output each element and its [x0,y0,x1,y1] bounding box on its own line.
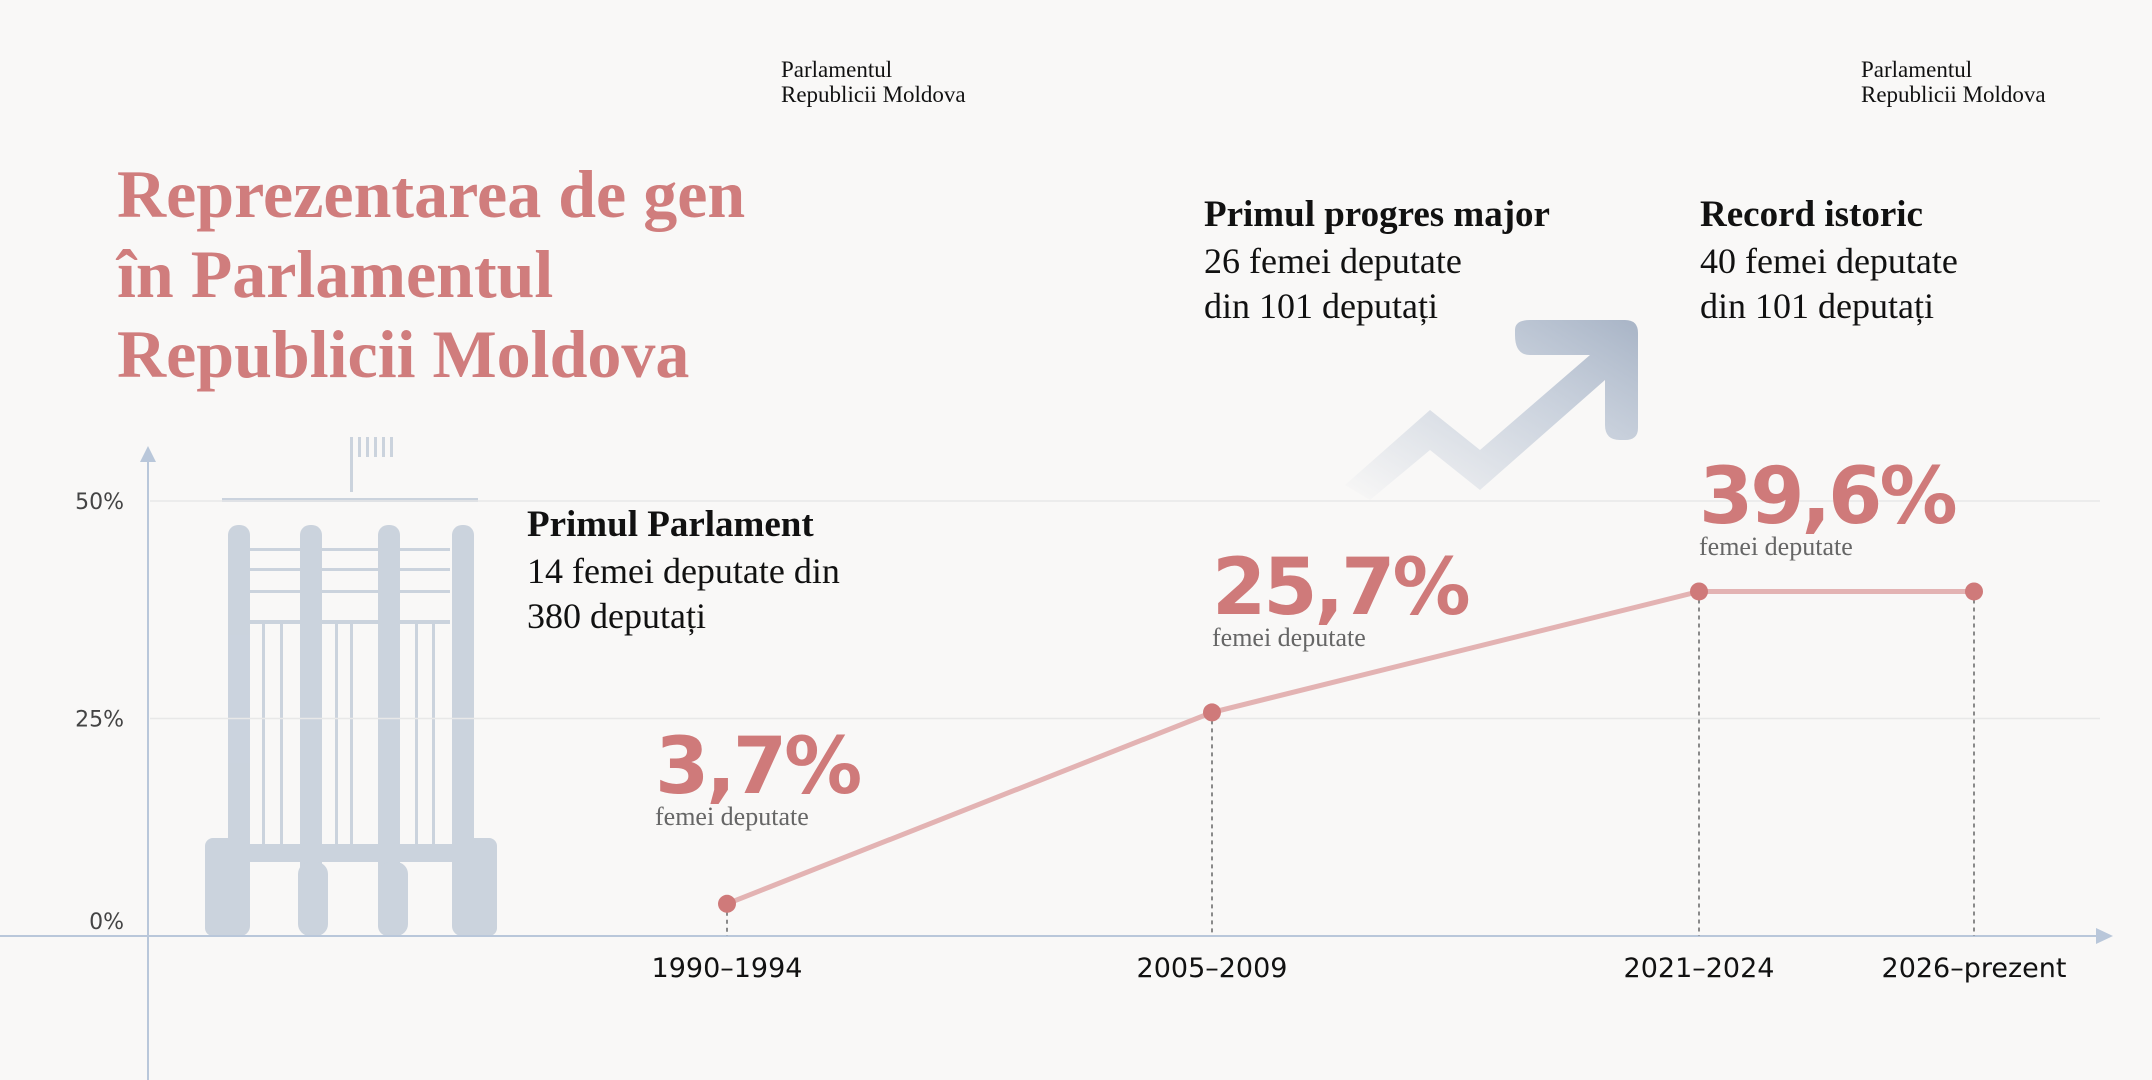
annotation-text: 14 femei deputate din [527,551,840,591]
x-tick-label: 2005–2009 [1137,953,1288,984]
y-axis-arrow [140,446,156,462]
x-axis-arrow [2096,928,2113,944]
chart-title: Reprezentarea de gen [117,156,745,232]
annotation-title: Record istoric [1700,194,1923,235]
value-note: femei deputate [1699,532,1853,561]
header-text: Republicii Moldova [1861,82,2046,107]
value-label: 3,7% [655,722,860,812]
annotation-text: 26 femei deputate [1204,241,1462,281]
data-point [1690,582,1708,601]
annotation-title: Primul Parlament [527,504,814,545]
value-note: femei deputate [655,802,809,831]
value-label: 25,7% [1212,543,1468,633]
x-tick-label: 2021–2024 [1624,953,1775,984]
chart-title: Republicii Moldova [117,316,689,392]
annotation-text: 40 femei deputate [1700,241,1958,281]
chart-title: în Parlamentul [115,236,553,312]
y-tick-label: 50% [75,490,124,515]
header-text: Parlamentul [781,57,892,82]
data-point [1965,582,1983,601]
x-tick-label: 2026–prezent [1882,953,2067,984]
value-note: femei deputate [1212,623,1366,652]
data-line [726,588,1974,907]
annotation-text: din 101 deputați [1204,286,1438,326]
value-label: 39,6% [1699,452,1955,542]
data-point [1203,703,1221,722]
y-tick-label: 0% [89,910,124,935]
data-point [718,894,736,913]
building-illustration [205,437,497,936]
header-text: Republicii Moldova [781,82,966,107]
x-tick-label: 1990–1994 [652,953,803,984]
annotation-title: Primul progres major [1204,194,1550,235]
y-tick-label: 25% [75,708,124,733]
trend-arrow [1345,320,1638,500]
annotation-text: 380 deputați [527,596,706,636]
annotation-text: din 101 deputați [1700,286,1934,326]
header-text: Parlamentul [1861,57,1972,82]
